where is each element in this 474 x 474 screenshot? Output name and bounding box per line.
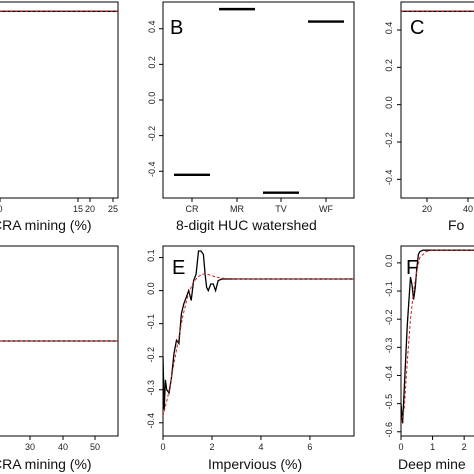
y-tick-label-f: -0.6	[384, 422, 394, 438]
plot-frame-c	[400, 1, 474, 199]
x-tick-label-d: 40	[58, 442, 68, 452]
y-tick-label-c: 0.2	[384, 59, 394, 72]
plot-frame-f	[400, 245, 474, 437]
y-tick-label-e: -0.4	[146, 413, 156, 429]
x-axis-title-f: Deep mine	[398, 456, 466, 472]
x-tick-label-a: 0	[0, 204, 3, 214]
x-tick-label-f: 1	[430, 442, 435, 452]
x-tick-label-b: CR	[186, 204, 199, 214]
panel-b: B 8-digit HUC watershed CR MR TV WF 0.4 0.2 0.…	[147, 1, 355, 233]
y-tick-label-e: 0.1	[146, 249, 156, 262]
x-tick-label-a: 25	[108, 204, 118, 214]
x-tick-label-c: 20	[422, 204, 432, 214]
y-tick-label-f: 0.0	[384, 255, 394, 268]
x-tick-label-f: 0	[398, 442, 403, 452]
x-tick-label-b: WF	[319, 204, 333, 214]
x-tick-label-e: 2	[209, 442, 214, 452]
y-tick-label-b: 0.2	[147, 56, 157, 69]
x-tick-label-b: MR	[230, 204, 244, 214]
y-tick-label-f: -0.5	[384, 394, 394, 410]
x-tick-label-a: 20	[85, 204, 95, 214]
x-tick-label-d: 30	[25, 442, 35, 452]
panel-e: E Impervious (%) 0 2 4 6 0.1 0.0 -0.1 -0.2 -0.3 -…	[146, 245, 355, 472]
plot-frame-a	[0, 1, 119, 199]
panel-c: C Fo 20 40 0.4 0.2 0.0 -0.2 -0.4	[384, 1, 474, 233]
panel-letter-e: E	[172, 257, 185, 279]
x-tick-label-e: 0	[160, 442, 165, 452]
y-tick-label-f: -0.3	[384, 338, 394, 354]
y-tick-label-f: -0.4	[384, 366, 394, 382]
x-tick-label-a: 15	[73, 204, 83, 214]
y-tick-label-b: -0.4	[147, 162, 157, 178]
x-tick-label-e: 6	[307, 442, 312, 452]
x-tick-label-c: 40	[463, 204, 473, 214]
y-tick-label-c: -0.4	[384, 170, 394, 186]
y-tick-label-e: -0.3	[146, 380, 156, 396]
y-tick-label-b: 0.4	[147, 20, 157, 33]
y-tick-label-f: -0.1	[384, 281, 394, 297]
plot-frame-b	[162, 1, 355, 199]
x-axis-title-d: CRA mining (%)	[0, 456, 92, 472]
y-tick-label-f: -0.2	[384, 309, 394, 325]
x-axis-title-e: Impervious (%)	[208, 456, 302, 472]
y-tick-label-e: 0.0	[146, 282, 156, 295]
x-tick-label-f: 2	[462, 442, 467, 452]
plot-frame-e	[162, 245, 355, 437]
x-tick-label-d: 50	[90, 442, 100, 452]
y-tick-label-b: 0.0	[147, 92, 157, 105]
panel-letter-f: F	[406, 257, 418, 279]
series-line-e	[163, 250, 354, 410]
y-tick-label-c: -0.2	[384, 132, 394, 148]
dashed-series-line-f	[401, 249, 474, 424]
y-tick-label-e: -0.1	[146, 314, 156, 330]
y-tick-label-c: 0.4	[384, 22, 394, 35]
x-axis-title-b: 8-digit HUC watershed	[176, 217, 317, 233]
panel-letter-c: C	[410, 17, 424, 39]
panel-letter-b: B	[170, 17, 183, 39]
panel-d: CRA mining (%) 30 40 50	[0, 245, 119, 472]
y-tick-label-b: -0.2	[147, 126, 157, 142]
x-tick-label-e: 4	[258, 442, 263, 452]
panel-f: F Deep mine 0 1 2 0.0 -0.1 -0.2 -0.3 -0.4 -0.5 -0…	[384, 245, 474, 472]
y-tick-label-e: -0.2	[146, 347, 156, 363]
x-tick-label-b: TV	[275, 204, 287, 214]
y-tick-label-c: 0.0	[384, 96, 394, 109]
x-axis-title-c: Fo	[448, 217, 465, 233]
x-axis-title-a: CRA mining (%)	[0, 217, 92, 233]
